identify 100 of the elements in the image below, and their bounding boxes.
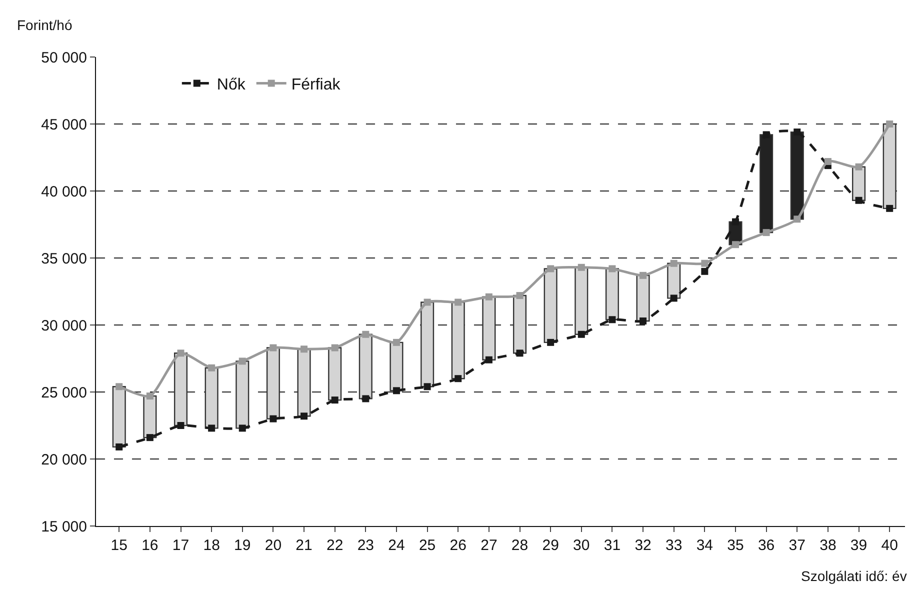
- point: [454, 375, 462, 382]
- x-axis-title: Szolgálati idő: év: [801, 568, 907, 584]
- x-tick-label: 26: [450, 537, 466, 554]
- x-tick-label: 32: [634, 537, 652, 554]
- x-tick-label: 29: [542, 537, 559, 554]
- x-tick-label: 16: [142, 537, 158, 554]
- point: [701, 260, 708, 267]
- bar: [358, 334, 372, 400]
- x-tick-label: 37: [788, 537, 806, 554]
- y-tick-label: 15 000: [41, 518, 87, 536]
- x-tick-label: 36: [758, 537, 775, 554]
- point: [392, 387, 400, 394]
- point: [270, 415, 277, 422]
- x-tick-label: 38: [820, 537, 836, 554]
- point: [238, 358, 246, 365]
- point: [270, 344, 277, 352]
- point: [762, 131, 770, 138]
- x-tick-label: 39: [850, 537, 868, 554]
- x-tick-label: 30: [573, 537, 590, 554]
- x-tick-label: 22: [326, 537, 344, 554]
- x-tick-label: 35: [727, 537, 744, 554]
- y-tick-label: 20 000: [41, 451, 87, 468]
- point: [208, 364, 216, 372]
- bar: [482, 296, 496, 360]
- point: [116, 383, 123, 390]
- point: [608, 265, 616, 272]
- bar: [451, 302, 465, 380]
- point: [392, 338, 400, 346]
- point: [116, 443, 123, 450]
- point: [177, 422, 184, 429]
- point: [454, 298, 462, 306]
- x-tick-label: 27: [480, 537, 498, 554]
- point: [424, 383, 431, 390]
- point: [794, 216, 801, 223]
- point: [670, 260, 678, 267]
- point: [855, 196, 862, 204]
- point: [331, 396, 338, 404]
- y-axis-title: Forint/hó: [17, 17, 72, 33]
- point: [146, 434, 154, 442]
- x-tick-label: 23: [357, 537, 374, 554]
- point: [485, 293, 492, 300]
- y-tick-label: 35 000: [41, 250, 87, 268]
- bar: [297, 348, 311, 417]
- x-tick-label: 25: [418, 537, 436, 554]
- point: [640, 272, 647, 279]
- point: [516, 292, 524, 300]
- x-tick-label: 21: [296, 537, 312, 554]
- point: [547, 338, 554, 346]
- bar: [574, 266, 588, 335]
- x-tick-label: 33: [666, 537, 682, 554]
- point: [362, 395, 370, 402]
- x-tick-label: 19: [234, 537, 251, 554]
- x-tick-label: 17: [172, 537, 190, 554]
- bar: [174, 352, 188, 426]
- point: [855, 163, 862, 170]
- bar: [236, 360, 250, 429]
- bar: [204, 367, 218, 429]
- bar: [328, 347, 342, 401]
- point: [608, 316, 616, 324]
- y-tick-label: 25 000: [41, 384, 87, 402]
- point: [640, 317, 647, 324]
- bar: [420, 302, 434, 388]
- y-tick-label: 40 000: [41, 183, 87, 200]
- point: [547, 265, 554, 272]
- point: [362, 330, 370, 338]
- point: [208, 424, 216, 432]
- point: [701, 268, 708, 275]
- x-tick-label: 15: [110, 537, 128, 554]
- point: [238, 424, 246, 432]
- bar: [760, 134, 774, 234]
- bar: [266, 347, 280, 420]
- point: [146, 392, 154, 400]
- point: [578, 330, 585, 338]
- x-tick-label: 31: [604, 537, 621, 554]
- point: [424, 298, 431, 306]
- point: [732, 218, 739, 226]
- point: [732, 241, 739, 248]
- legend-label: Férfiak: [291, 76, 342, 94]
- point: [886, 204, 894, 212]
- y-tick-label: 30 000: [41, 317, 87, 334]
- x-tick-label: 34: [696, 537, 714, 554]
- point: [578, 264, 585, 271]
- x-tick-label: 40: [881, 537, 898, 554]
- bar: [544, 268, 558, 344]
- point: [485, 356, 492, 364]
- point: [516, 350, 524, 357]
- point: [794, 128, 801, 136]
- x-tick-label: 18: [203, 537, 220, 554]
- x-tick-label: 20: [264, 537, 282, 554]
- point: [177, 350, 184, 357]
- point: [300, 412, 308, 420]
- point: [886, 120, 894, 128]
- y-tick-label: 45 000: [41, 116, 87, 134]
- x-tick-label: 24: [388, 537, 405, 554]
- point: [824, 158, 832, 166]
- point: [670, 294, 678, 302]
- bar: [882, 123, 896, 210]
- bar: [513, 294, 527, 354]
- x-tick-label: 28: [511, 537, 528, 554]
- point: [331, 344, 338, 352]
